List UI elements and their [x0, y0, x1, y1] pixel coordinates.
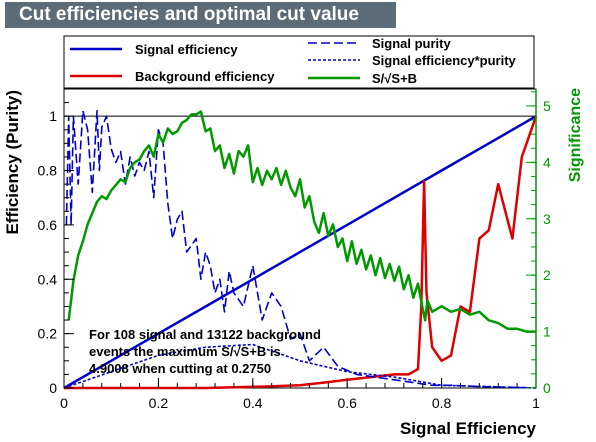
y2-tick-label: 5	[543, 98, 551, 114]
x-axis-title: Signal Efficiency	[400, 419, 537, 438]
legend-label: Signal efficiency*purity	[372, 53, 517, 68]
legend-label: Background efficiency	[135, 69, 275, 84]
series-line-2	[65, 109, 537, 389]
y2-tick-label: 1	[543, 324, 551, 340]
y-tick-label: 0.6	[38, 217, 58, 233]
y2-tick-label: 3	[543, 211, 551, 227]
x-tick-label: 0.2	[149, 395, 169, 411]
y-tick-label: 1	[49, 108, 57, 124]
annotation-line: 4.9008 when cutting at 0.2750	[89, 361, 271, 376]
annotation-line: events the maximum S/√S+B is	[89, 344, 281, 359]
chart-title-box: Cut efficiencies and optimal cut value	[5, 2, 396, 28]
series-line-1	[64, 115, 538, 390]
x-tick-label: 0	[60, 395, 68, 411]
y-tick-label: 0	[49, 380, 57, 396]
y2-tick-label: 0	[543, 380, 551, 396]
y-axis-title: Efficiency (Purity)	[3, 90, 22, 235]
y2-tick-label: 4	[543, 154, 551, 170]
y-tick-label: 0.4	[38, 271, 58, 287]
legend-box	[63, 35, 535, 89]
y-tick-label: 0.2	[38, 326, 58, 342]
series-line-0	[63, 115, 537, 390]
series-line-4	[67, 110, 536, 333]
legend-label: Signal purity	[372, 36, 452, 51]
legend-label: S/√S+B	[372, 71, 417, 86]
x-tick-label: 0.6	[337, 395, 357, 411]
legend-label: Signal efficiency	[135, 42, 238, 57]
annotation-line: For 108 signal and 13122 background	[89, 327, 321, 342]
y2-axis-title: Significance	[567, 88, 584, 182]
x-tick-label: 1	[532, 395, 540, 411]
x-tick-label: 0.4	[243, 395, 263, 411]
y-tick-label: 0.8	[38, 163, 58, 179]
x-tick-label: 0.8	[432, 395, 452, 411]
chart-title: Cut efficiencies and optimal cut value	[19, 4, 359, 25]
y2-tick-label: 2	[543, 267, 551, 283]
